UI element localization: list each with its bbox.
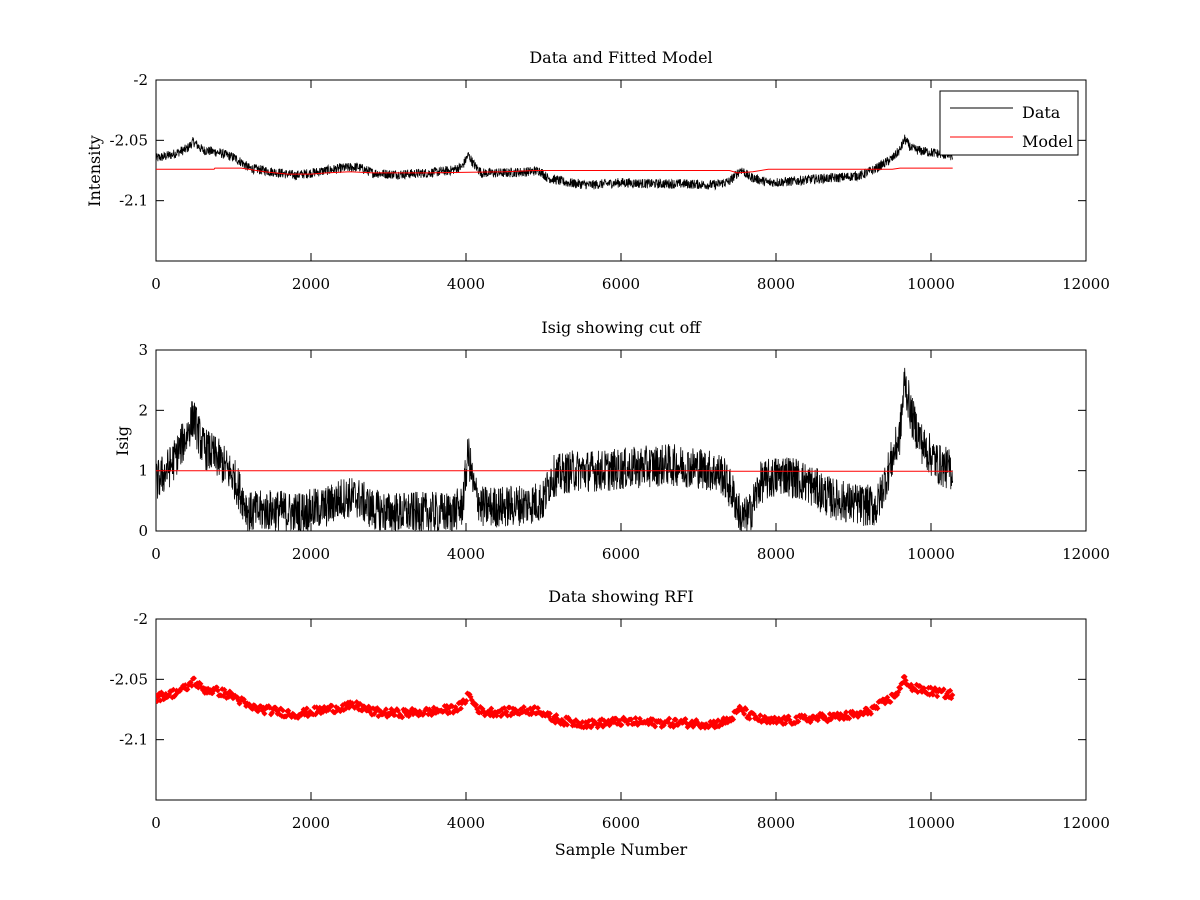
- y-tick-label: -2.05: [110, 131, 148, 149]
- panel-1-legend: Data Model: [939, 90, 1079, 156]
- cutoff-line: [156, 470, 953, 472]
- panel-3-plot-area: [156, 673, 956, 731]
- panel-1: Data and Fitted Model Intensity 0 2000 400…: [85, 48, 1110, 293]
- y-tick-label: -2: [133, 610, 148, 628]
- model-series-line: [156, 167, 953, 175]
- x-tick-label: 4000: [447, 275, 485, 293]
- y-tick-label: 2: [138, 401, 148, 419]
- x-tick-label: 0: [151, 814, 161, 832]
- x-tick-label: 12000: [1062, 545, 1110, 563]
- x-tick-label: 10000: [907, 275, 955, 293]
- panel-2-ticks: 0 2000 4000 6000 8000 10000 12000 0 1 2 3: [138, 341, 1109, 563]
- x-tick-label: 12000: [1062, 275, 1110, 293]
- rfi-markers: [156, 673, 956, 731]
- x-tick-label: 0: [151, 275, 161, 293]
- x-tick-label: 8000: [757, 814, 795, 832]
- y-tick-label: 3: [138, 341, 148, 359]
- x-tick-label: 8000: [757, 545, 795, 563]
- series-group: [156, 367, 954, 531]
- panel-1-plot-area: [156, 134, 954, 191]
- legend-data-label: Data: [1022, 103, 1061, 122]
- series-group: [156, 134, 954, 191]
- panel-2: Isig showing cut off Isig 0 2000 4000 6000 8…: [113, 318, 1110, 563]
- panel-2-ylabel: Isig: [113, 426, 132, 456]
- legend-box: [939, 90, 1079, 156]
- x-tick-label: 6000: [602, 275, 640, 293]
- x-tick-label: 2000: [292, 814, 330, 832]
- y-tick-label: -2: [133, 71, 148, 89]
- panel-2-plot-area: [156, 367, 954, 531]
- isig-series-line: [156, 367, 954, 531]
- x-tick-label: 10000: [907, 814, 955, 832]
- panel-3-axes-frame: [155, 618, 1087, 801]
- x-tick-label: 8000: [757, 275, 795, 293]
- panel-3: Data showing RFI Sample Number 0 2000 4000…: [110, 587, 1110, 859]
- panel-3-title: Data showing RFI: [548, 587, 693, 606]
- panel-2-title: Isig showing cut off: [541, 318, 702, 337]
- panel-3-xlabel: Sample Number: [555, 840, 688, 859]
- data-series-line: [156, 134, 954, 191]
- x-tick-label: 4000: [447, 545, 485, 563]
- y-tick-label: -2.05: [110, 670, 148, 688]
- legend-model-label: Model: [1022, 132, 1073, 151]
- x-tick-label: 6000: [602, 814, 640, 832]
- x-tick-label: 0: [151, 545, 161, 563]
- panel-3-ticks: 0 2000 4000 6000 8000 10000 12000 -2 -2.05 -2.1: [110, 610, 1110, 832]
- y-tick-label: -2.1: [119, 192, 148, 210]
- x-tick-label: 4000: [447, 814, 485, 832]
- y-tick-label: 0: [138, 522, 148, 540]
- x-tick-label: 10000: [907, 545, 955, 563]
- x-tick-label: 2000: [292, 275, 330, 293]
- x-tick-label: 12000: [1062, 814, 1110, 832]
- panel-1-ylabel: Intensity: [85, 135, 104, 207]
- x-tick-label: 6000: [602, 545, 640, 563]
- y-tick-label: 1: [138, 462, 148, 480]
- panel-1-title: Data and Fitted Model: [529, 48, 712, 67]
- y-tick-label: -2.1: [119, 731, 148, 749]
- series-group: [156, 673, 956, 731]
- x-tick-label: 2000: [292, 545, 330, 563]
- panel-1-ticks: 0 2000 4000 6000 8000 10000 12000 -2 -2.05 -2.1: [110, 71, 1110, 293]
